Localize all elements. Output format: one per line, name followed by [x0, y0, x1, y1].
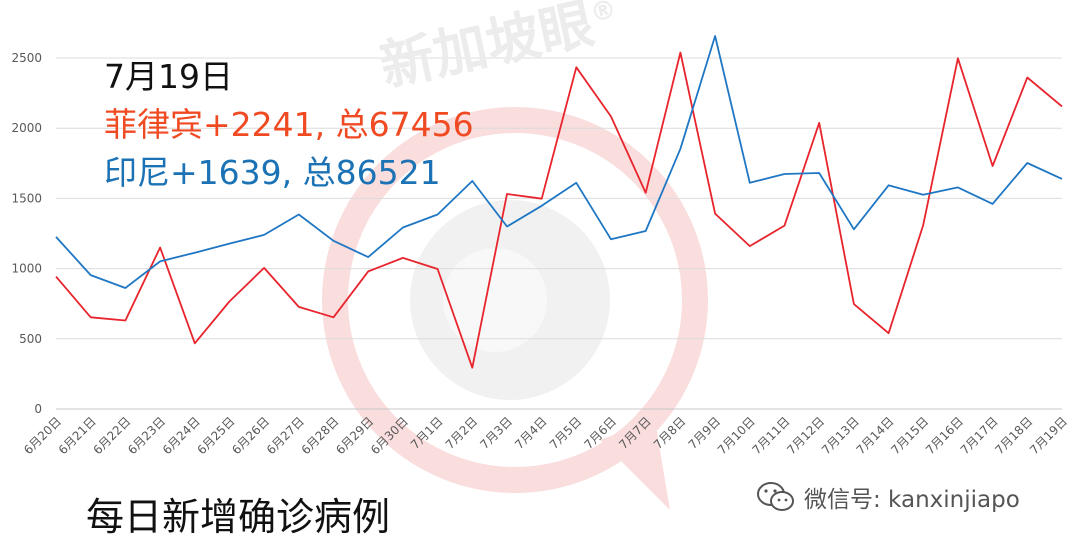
x-tick-label: 6月20日	[21, 414, 64, 457]
x-tick-label: 6月24日	[160, 414, 203, 457]
x-tick-label: 7月11日	[750, 414, 793, 457]
wechat-id: 微信号: kanxinjiapo	[756, 480, 1020, 514]
y-tick-label: 500	[19, 332, 42, 346]
x-tick-label: 6月21日	[56, 414, 99, 457]
x-tick-label: 7月17日	[958, 414, 1001, 457]
x-tick-label: 7月2日	[443, 414, 481, 452]
y-tick-label: 1500	[11, 191, 42, 205]
annotation-date: 7月19日	[104, 57, 233, 96]
watermark-registered-mark: ®	[587, 0, 620, 29]
y-tick-label: 1000	[11, 262, 42, 276]
x-tick-label: 6月26日	[229, 414, 272, 457]
y-tick-label: 2500	[11, 51, 42, 65]
y-tick-label: 0	[34, 402, 42, 416]
wechat-icon	[757, 482, 794, 511]
x-axis-ticks: 6月20日6月21日6月22日6月23日6月24日6月25日6月26日6月27日…	[21, 414, 1070, 457]
x-tick-label: 7月15日	[888, 414, 931, 457]
x-tick-label: 7月19日	[1027, 414, 1070, 457]
series-lines	[55, 35, 1063, 369]
watermark-logo	[322, 107, 708, 510]
gridlines	[56, 57, 1062, 410]
x-tick-label: 7月12日	[784, 414, 827, 457]
y-tick-label: 2000	[11, 121, 42, 135]
chart-caption: 每日新增确诊病例	[86, 495, 391, 539]
annotation-philippines: 菲律宾+2241, 总67456	[104, 105, 474, 144]
wechat-label: 微信号: kanxinjiapo	[804, 487, 1020, 513]
x-tick-label: 6月25日	[195, 414, 238, 457]
x-tick-label: 7月4日	[512, 414, 550, 452]
x-tick-label: 7月14日	[854, 414, 897, 457]
x-tick-label: 6月29日	[333, 414, 376, 457]
x-tick-label: 6月28日	[299, 414, 342, 457]
x-tick-label: 7月3日	[477, 414, 515, 452]
x-tick-label: 6月27日	[264, 414, 307, 457]
x-tick-label: 6月22日	[90, 414, 133, 457]
series-line-0	[55, 51, 1063, 369]
x-tick-label: 7月5日	[547, 414, 585, 452]
x-tick-label: 7月18日	[992, 414, 1035, 457]
series-line-1	[55, 35, 1063, 289]
x-tick-label: 7月10日	[715, 414, 758, 457]
x-tick-label: 7月13日	[819, 414, 862, 457]
x-tick-label: 6月23日	[125, 414, 168, 457]
y-axis-ticks: 0 500 1000 1500 2000 2500	[11, 51, 42, 416]
x-tick-label: 7月16日	[923, 414, 966, 457]
annotation-indonesia: 印尼+1639, 总86521	[104, 153, 441, 192]
